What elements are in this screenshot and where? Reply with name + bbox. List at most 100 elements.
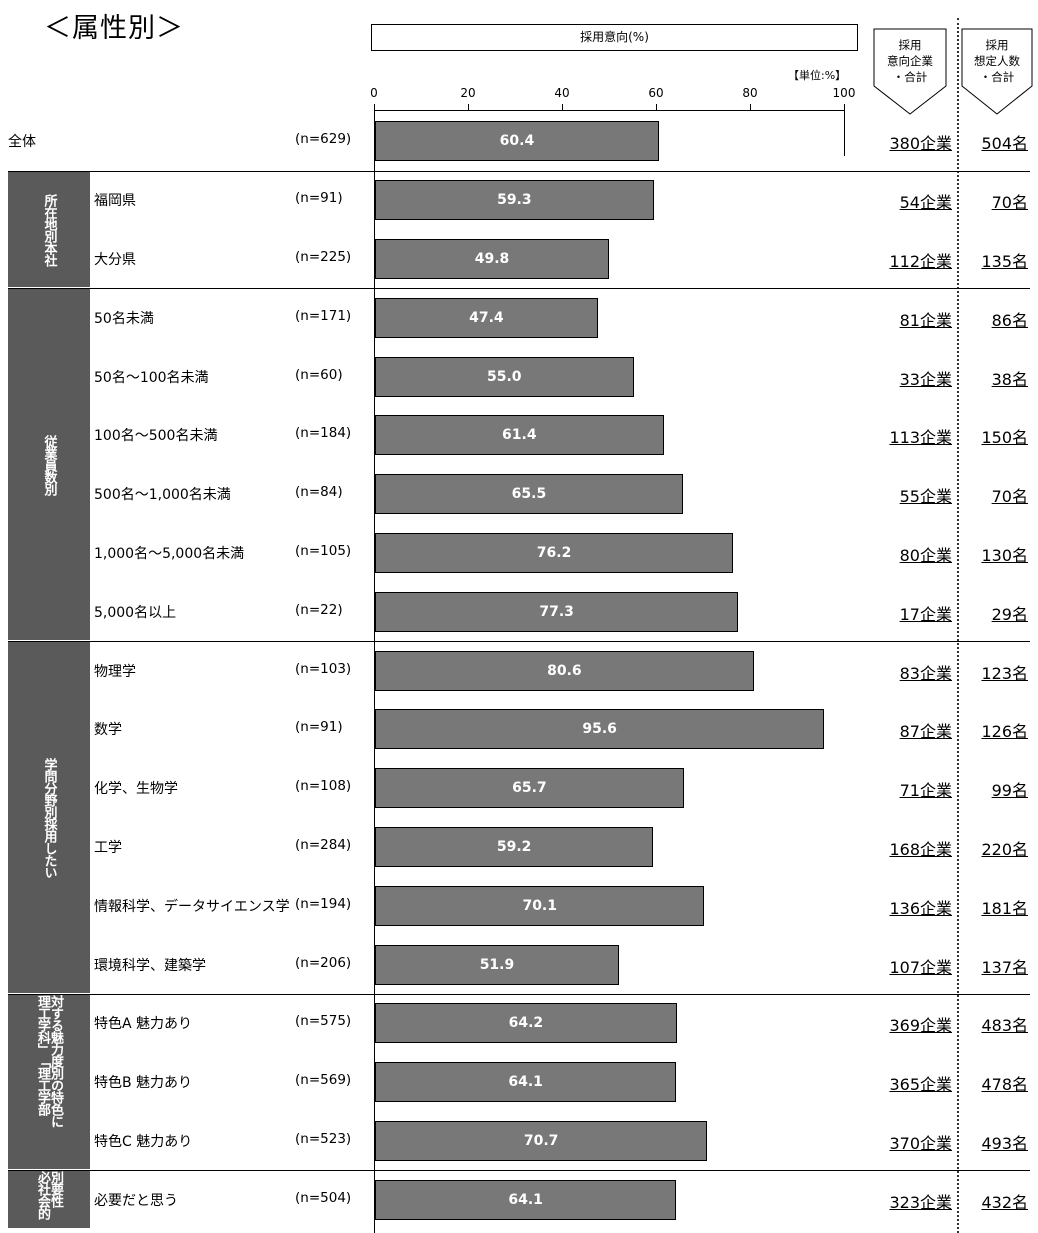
sample-size-label: (n=629) — [295, 131, 352, 148]
x-tick-label: 60 — [648, 86, 664, 100]
people-header-pentagon: 採用 想定人数 ・合計 — [961, 28, 1033, 115]
bar: 70.1 — [375, 885, 705, 926]
sample-size-label: (n=575) — [295, 1013, 352, 1030]
bar: 70.7 — [375, 1121, 708, 1161]
group-label-line: 別 — [48, 1171, 63, 1184]
bar: 64.2 — [375, 1003, 677, 1044]
sample-size-label: (n=22) — [295, 601, 343, 618]
corp-count: 107企業 — [889, 957, 952, 977]
people-count: 126名 — [981, 722, 1028, 742]
sample-size-label: (n=225) — [295, 249, 352, 265]
people-count: 70名 — [991, 487, 1028, 507]
chart-caption: 採用意向(%) — [371, 24, 858, 51]
sample-size-label: (n=206) — [295, 954, 352, 971]
bar-value-label: 51.9 — [479, 956, 515, 973]
group-label-line: 要性 — [48, 1183, 63, 1208]
corp-count: 71企業 — [899, 781, 952, 801]
x-tick-mark — [750, 104, 751, 110]
bar: 59.2 — [375, 827, 654, 867]
sample-size-label: (n=569) — [295, 1072, 352, 1089]
bar: 49.8 — [375, 239, 610, 279]
row-label: 全体 — [8, 134, 36, 151]
x-tick-label: 40 — [554, 86, 570, 100]
bar: 76.2 — [375, 533, 734, 573]
group-label-line: 採用したい — [41, 817, 57, 878]
people-count: 478名 — [981, 1075, 1028, 1095]
group-label-line: 対する魅力度別 — [48, 995, 63, 1079]
bar-value-label: 59.3 — [497, 192, 532, 209]
corp-count: 55企業 — [899, 487, 952, 507]
group-label: 従業員数別 — [42, 435, 57, 495]
group-label-box: 対する魅力度別の特色に 理工学科」「理工学部 — [8, 995, 90, 1170]
people-count: 483名 — [981, 1016, 1028, 1036]
sample-size-label: (n=171) — [295, 307, 352, 324]
people-count: 86名 — [991, 310, 1028, 330]
people-header-line-1: 想定人数 — [974, 54, 1020, 68]
people-count: 123名 — [981, 663, 1028, 683]
bar-value-label: 47.4 — [469, 309, 504, 326]
section-divider — [8, 1170, 1030, 1172]
sample-size-label: (n=194) — [295, 895, 352, 912]
x-tick-mark — [562, 104, 563, 110]
bar-value-label: 70.1 — [522, 897, 557, 914]
sample-size-label: (n=105) — [295, 543, 352, 559]
people-count: 29名 — [991, 604, 1028, 624]
group-label-line: 必社会的 — [35, 1171, 50, 1220]
sample-size-label: (n=84) — [295, 484, 343, 501]
corp-count: 17企業 — [899, 604, 952, 624]
row-label: 特色A 魅力あり — [94, 1016, 193, 1033]
bar-value-label: 59.2 — [496, 839, 532, 855]
bar-value-label: 61.4 — [502, 427, 537, 444]
page-title: ＜属性別＞ — [44, 13, 184, 44]
people-count: 38名 — [991, 369, 1028, 389]
x-tick-mark — [374, 104, 375, 110]
bar-value-label: 60.4 — [499, 133, 535, 150]
corp-count: 87企業 — [899, 722, 952, 742]
bar: 80.6 — [375, 650, 754, 691]
section-divider — [8, 641, 1030, 643]
row-label: 100名～500名未満 — [94, 428, 218, 445]
people-count: 150名 — [981, 428, 1028, 448]
group-label-box: 所在地別本社 — [8, 171, 90, 288]
group-label-box: 学問分野別採用したい — [8, 642, 90, 993]
group-label: 所在地別本社 — [42, 194, 57, 266]
bar-value-label: 76.2 — [536, 545, 572, 561]
bar: 55.0 — [375, 356, 634, 397]
bar: 65.5 — [375, 474, 683, 515]
bar-value-label: 64.1 — [508, 1074, 543, 1091]
corp-count: 33企業 — [899, 369, 952, 389]
people-count: 137名 — [981, 957, 1028, 977]
x-tick-label: 0 — [370, 86, 378, 100]
people-count: 99名 — [991, 781, 1028, 801]
corp-count: 112企業 — [889, 252, 952, 271]
corp-count: 323企業 — [889, 1192, 952, 1212]
sample-size-label: (n=91) — [295, 719, 343, 736]
row-label: 500名～1,000名未満 — [94, 487, 231, 504]
x-tick-label: 80 — [742, 86, 758, 100]
group-label-line: の特色に — [48, 1079, 63, 1127]
row-label: 数学 — [94, 722, 122, 739]
row-label: 特色B 魅力あり — [94, 1075, 193, 1092]
row-label: 福岡県 — [94, 193, 136, 210]
row-label: 5,000名以上 — [94, 604, 177, 621]
bar-value-label: 64.1 — [508, 1191, 543, 1208]
section-divider — [8, 994, 1030, 995]
row-label: 特色C 魅力あり — [94, 1134, 193, 1150]
people-count: 504名 — [981, 134, 1028, 154]
group-label-line: 理工学科」 — [35, 995, 50, 1055]
group-label-line: 「理工学部 — [35, 1055, 50, 1115]
bar-value-label: 64.2 — [508, 1015, 544, 1032]
x-tick-label: 100 — [832, 86, 856, 100]
column-divider — [957, 18, 959, 1233]
x-tick-mark — [656, 104, 657, 110]
group-label: 別要性必社会的 — [35, 1171, 63, 1228]
people-count: 220名 — [981, 840, 1028, 859]
sample-size-label: (n=504) — [295, 1189, 352, 1206]
people-count: 70名 — [991, 193, 1028, 213]
x-tick-mark — [844, 104, 845, 110]
corp-count: 83企業 — [899, 663, 952, 683]
bar-value-label: 55.0 — [486, 368, 522, 385]
corp-count: 380企業 — [889, 134, 952, 154]
unit-label: 【単位:%】 — [788, 69, 847, 82]
corp-count: 370企業 — [889, 1134, 952, 1153]
